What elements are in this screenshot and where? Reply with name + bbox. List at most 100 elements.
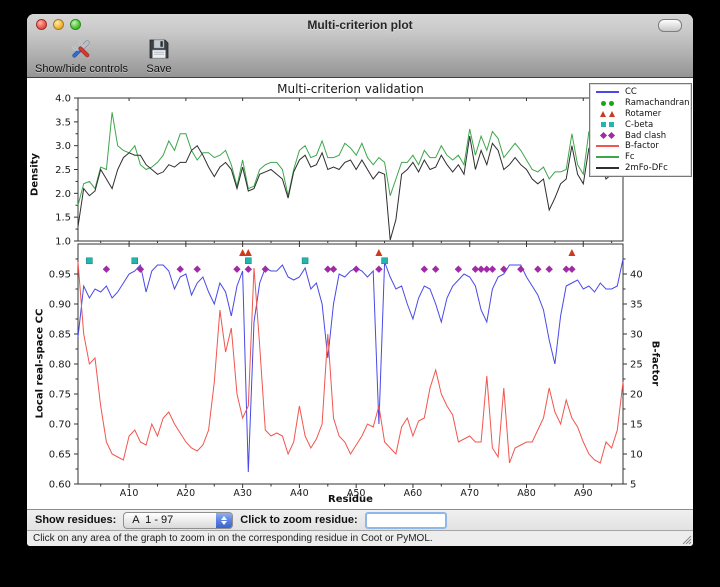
window-title: Multi-criterion plot <box>307 17 413 32</box>
svg-text:A50: A50 <box>347 488 366 499</box>
bad-clash-markers <box>102 265 576 273</box>
plot-title: Multi-criterion validation <box>277 82 424 96</box>
svg-text:0.75: 0.75 <box>49 390 71 401</box>
svg-text:10: 10 <box>630 450 643 461</box>
zoom-residue-label: Click to zoom residue: <box>240 514 358 526</box>
svg-text:3.5: 3.5 <box>55 117 71 128</box>
save-icon <box>149 39 169 59</box>
svg-text:15: 15 <box>630 420 643 431</box>
toolbar-toggle-button[interactable] <box>658 19 682 32</box>
svg-text:5: 5 <box>630 480 636 491</box>
residue-axis-label: Residue <box>328 494 373 505</box>
save-label: Save <box>146 63 172 75</box>
status-message: Click on any area of the graph to zoom i… <box>33 533 433 544</box>
show-residues-label: Show residues: <box>35 514 117 526</box>
legend-label: Bad clash <box>625 130 667 141</box>
multi-criterion-plot[interactable]: 1.0 1.5 2.0 2.5 3.0 3.5 4.0 0.60 0.65 0.70 0.75 0.8… <box>27 78 693 509</box>
toolbar: Show/hide controls Save <box>27 35 693 77</box>
svg-text:A10: A10 <box>120 488 139 499</box>
legend-square-swatch <box>594 122 621 128</box>
zoom-button[interactable] <box>70 19 81 30</box>
save-button[interactable]: Save <box>146 36 172 77</box>
window-titlebar[interactable]: Multi-criterion plot <box>27 14 693 35</box>
svg-text:A40: A40 <box>290 488 309 499</box>
svg-text:3.0: 3.0 <box>55 141 71 152</box>
legend-item-Ramachandran: Ramachandran <box>594 98 690 109</box>
svg-text:30: 30 <box>630 330 643 341</box>
svg-text:A80: A80 <box>517 488 536 499</box>
residue-axis-ticks: A10 A20 A30 A40 A50 A60 A70 A80 A90 <box>100 244 613 499</box>
svg-text:0.85: 0.85 <box>49 330 71 341</box>
legend-item-Fc: Fc <box>594 152 689 163</box>
window: Multi-criterion plot Show/hide controls <box>27 14 693 546</box>
legend-circle-swatch <box>594 100 621 106</box>
series-CC <box>77 258 624 473</box>
show-residues-select[interactable]: A 1 - 97 <box>123 511 234 529</box>
legend-item-Bad-clash: Bad clash <box>594 130 689 141</box>
top-x-ticks <box>100 98 613 244</box>
svg-text:2.5: 2.5 <box>55 165 71 176</box>
legend-line-swatch <box>594 156 621 159</box>
legend-label: Ramachandran <box>625 98 690 109</box>
svg-text:A30: A30 <box>233 488 252 499</box>
legend-diamond-swatch <box>594 132 621 140</box>
legend-label: Rotamer <box>625 108 662 119</box>
legend-item-B-factor: B-factor <box>594 141 689 152</box>
legend-item-2mFo-DFc: 2mFo-DFc <box>594 163 689 174</box>
show-hide-controls-button[interactable]: Show/hide controls <box>35 36 128 77</box>
series-Fc <box>77 112 624 206</box>
plot-legend: CC Ramachandran Rotamer C-beta Bad clash B-fa… <box>589 83 692 178</box>
svg-text:4.0: 4.0 <box>55 94 71 105</box>
show-hide-controls-label: Show/hide controls <box>35 63 128 75</box>
series-2mFo-DFc <box>77 130 624 241</box>
legend-line-swatch <box>594 166 621 169</box>
svg-text:A20: A20 <box>177 488 196 499</box>
legend-label: 2mFo-DFc <box>625 162 668 173</box>
svg-text:A90: A90 <box>574 488 593 499</box>
density-axis-label: Density <box>29 153 41 196</box>
svg-text:0.95: 0.95 <box>49 270 71 281</box>
legend-item-CC: CC <box>594 87 689 98</box>
cc-axis-ticks: 0.60 0.65 0.70 0.75 0.80 0.85 0.90 0.95 <box>49 258 78 491</box>
minimize-button[interactable] <box>53 19 64 30</box>
cc-axis-label: Local real-space CC <box>34 308 46 419</box>
show-residues-value: A 1 - 97 <box>132 514 174 526</box>
c-beta-markers <box>86 257 388 265</box>
legend-item-C-beta: C-beta <box>594 119 689 130</box>
close-button[interactable] <box>36 19 47 30</box>
rotamer-markers <box>239 249 576 256</box>
popup-stepper-icon <box>216 512 233 528</box>
zoom-residue-input[interactable] <box>364 511 447 529</box>
resize-grip[interactable] <box>680 533 692 545</box>
svg-text:0.60: 0.60 <box>49 480 71 491</box>
tools-icon <box>72 39 91 58</box>
series-B-factor <box>77 261 624 464</box>
svg-text:A70: A70 <box>460 488 479 499</box>
legend-label: B-factor <box>625 141 659 152</box>
svg-text:A60: A60 <box>404 488 423 499</box>
legend-triangle-swatch <box>594 110 621 117</box>
legend-label: Fc <box>625 152 635 163</box>
density-axis-ticks: 1.0 1.5 2.0 2.5 3.0 3.5 4.0 <box>55 94 78 248</box>
svg-text:0.70: 0.70 <box>49 420 71 431</box>
svg-text:25: 25 <box>630 360 643 371</box>
legend-item-Rotamer: Rotamer <box>594 109 689 120</box>
legend-line-swatch <box>594 91 621 94</box>
svg-text:35: 35 <box>630 300 643 311</box>
svg-text:20: 20 <box>630 390 643 401</box>
svg-text:1.0: 1.0 <box>55 237 71 248</box>
svg-text:2.0: 2.0 <box>55 189 71 200</box>
legend-label: CC <box>625 87 637 98</box>
traffic-lights <box>36 19 81 30</box>
controls-bar: Show residues: A 1 - 97 Click to zoom re… <box>27 509 693 530</box>
svg-text:40: 40 <box>630 270 643 281</box>
window-header: Multi-criterion plot Show/hide controls <box>27 14 693 78</box>
legend-line-swatch <box>594 145 621 148</box>
svg-text:1.5: 1.5 <box>55 213 71 224</box>
legend-label: C-beta <box>625 119 654 130</box>
svg-text:0.80: 0.80 <box>49 360 71 371</box>
bfactor-axis-ticks: 5 10 15 20 25 30 35 40 <box>623 258 643 491</box>
plot-canvas[interactable]: Multi-criterion validation 1.0 1.5 2.0 2.5 3… <box>27 78 693 509</box>
svg-text:0.65: 0.65 <box>49 450 71 461</box>
bfactor-axis-label: B-factor <box>649 340 661 387</box>
